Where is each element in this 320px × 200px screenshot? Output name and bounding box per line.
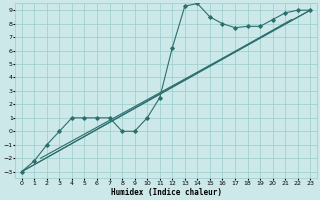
Point (145, 116, 150, 119)
Point (107, 116, 112, 119)
Point (170, 46, 175, 49)
Point (283, 11, 288, 14)
Point (295, 9, 300, 12)
X-axis label: Humidex (Indice chaleur): Humidex (Indice chaleur) (110, 188, 221, 197)
Point (308, 9, 313, 12)
Point (182, 5, 188, 8)
Point (232, 26, 237, 29)
Point (120, 130, 125, 133)
Point (57, 130, 62, 133)
Point (44, 143, 49, 146)
Point (195, 2, 200, 5)
Point (82, 116, 87, 119)
Point (32, 159, 37, 162)
Point (207, 15, 212, 19)
Point (157, 96, 162, 99)
Point (19, 170, 24, 173)
Point (94, 116, 100, 119)
Point (270, 18, 275, 21)
Point (258, 25, 263, 28)
Point (132, 130, 137, 133)
Point (245, 25, 250, 28)
Point (69, 116, 75, 119)
Point (220, 22, 225, 25)
